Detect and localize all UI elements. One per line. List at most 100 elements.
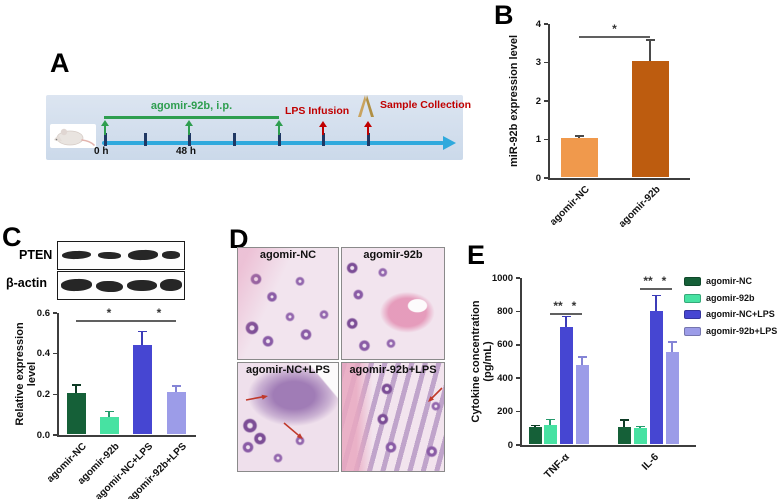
bar xyxy=(559,327,573,444)
forceps-icon xyxy=(354,91,378,119)
significance-bracket xyxy=(76,320,142,322)
error-bar-cap xyxy=(171,385,181,387)
y-tick xyxy=(53,312,57,314)
beta-actin-blot xyxy=(57,271,185,300)
y-axis xyxy=(57,313,59,435)
y-tick xyxy=(516,377,520,379)
mir92b-expression-chart: 0 1 2 3 4 miR-92b expression level agomir-NC ag… xyxy=(500,8,778,240)
bar xyxy=(575,365,589,444)
blot-band xyxy=(127,249,159,261)
error-bar-whisker xyxy=(581,357,583,366)
y-tick-label: 0.4 xyxy=(36,348,50,360)
error-bar-whisker xyxy=(549,419,551,425)
histology-image-agomir-92b-lps: agomir-92b+LPS xyxy=(341,362,445,472)
y-tick-label: 0 xyxy=(507,439,513,451)
experiment-timeline-box: agomir-92b, i.p. 0 h 48 h LPS Infusion S… xyxy=(46,95,471,160)
time-label-0h: 0 h xyxy=(94,146,109,157)
significance-bracket xyxy=(566,313,582,315)
treatment-span-bracket xyxy=(104,116,279,119)
significance-label: ** xyxy=(553,299,563,313)
y-tick xyxy=(544,138,548,141)
error-bar-whisker xyxy=(141,331,143,345)
tile-title: agomir-NC+LPS xyxy=(245,364,331,376)
bar xyxy=(166,392,186,434)
timeline-tick xyxy=(188,133,191,146)
bar xyxy=(528,427,542,444)
error-bar-whisker xyxy=(578,136,580,138)
error-bar-whisker xyxy=(655,295,657,311)
injection-arrow-icon xyxy=(275,120,284,135)
bar xyxy=(560,137,598,177)
histology-image-agomir-nc-lps: agomir-NC+LPS xyxy=(237,362,339,472)
legend-label: agomir-92b xyxy=(706,292,755,303)
y-axis xyxy=(520,278,522,445)
timeline-tick xyxy=(278,133,281,146)
bar xyxy=(617,426,631,444)
legend-label: agomir-NC+LPS xyxy=(706,309,775,319)
error-bar-cap xyxy=(574,135,584,137)
error-bar-cap xyxy=(561,315,571,318)
histology-panel: agomir-NC agomir-92b agomir-NC+LPS agomi… xyxy=(237,247,445,472)
y-tick xyxy=(516,444,520,446)
time-label-48h: 48 h xyxy=(176,146,197,157)
sample-arrow-icon xyxy=(364,121,373,135)
y-tick-label: 3 xyxy=(535,57,541,68)
panel-a-label: A xyxy=(50,48,70,78)
legend-swatch xyxy=(684,326,701,336)
error-bar-cap xyxy=(137,330,147,333)
y-tick-label: 600 xyxy=(497,339,513,351)
significance-label: * xyxy=(106,306,112,320)
error-bar-whisker xyxy=(623,419,625,427)
error-bar-whisker xyxy=(108,411,110,417)
error-bar-whisker xyxy=(639,426,641,429)
tile-title: agomir-92b xyxy=(363,249,423,261)
tile-title: agomir-92b+LPS xyxy=(349,364,437,376)
bar xyxy=(543,424,557,444)
y-axis-title-line: Cytokine concentration xyxy=(470,300,482,423)
tile-title: agomir-NC xyxy=(259,249,317,261)
bar xyxy=(665,352,679,444)
x-tick-label: agomir-92b+LPS xyxy=(124,441,189,499)
legend-label: agomir-NC xyxy=(706,276,753,286)
y-tick-label: 0.6 xyxy=(36,307,50,319)
error-bar-whisker xyxy=(671,341,673,353)
bar xyxy=(633,428,647,444)
y-tick xyxy=(544,100,548,102)
error-bar-cap xyxy=(104,410,114,413)
error-bar-whisker xyxy=(175,386,177,393)
y-tick-label: 400 xyxy=(497,372,513,384)
y-axis-title-line: Relative expression level xyxy=(14,322,38,426)
y-tick-label: 200 xyxy=(497,406,513,418)
x-tick-label: IL-6 xyxy=(639,451,662,473)
cytokine-concentration-chart: 0 200 400 600 800 1000 Cytokine concentration(… xyxy=(468,245,780,499)
panel-d-label: D xyxy=(229,224,249,254)
y-tick-label: 0.0 xyxy=(36,429,50,441)
injection-arrow-icon xyxy=(185,120,194,135)
legend-label: agomir-92b+LPS xyxy=(706,325,778,336)
y-tick-label: 800 xyxy=(497,305,513,317)
x-axis xyxy=(57,435,196,437)
timeline-tick xyxy=(144,133,147,146)
bar xyxy=(99,416,119,434)
blot-band xyxy=(60,278,93,292)
significance-bracket xyxy=(142,320,176,322)
error-bar-whisker xyxy=(75,385,77,394)
y-tick xyxy=(53,434,57,436)
error-bar-whisker xyxy=(649,40,651,61)
error-bar-cap xyxy=(545,418,555,421)
significance-label: * xyxy=(571,299,577,313)
panel-b-label: B xyxy=(494,0,514,30)
error-bar-cap xyxy=(651,294,661,297)
timeline-tick xyxy=(322,133,325,146)
bar xyxy=(631,60,669,177)
error-bar-cap xyxy=(619,419,629,421)
lps-arrow-icon xyxy=(319,121,328,135)
significance-bracket xyxy=(579,36,650,38)
blot-band xyxy=(97,251,122,259)
pten-label: PTEN xyxy=(19,248,53,262)
beta-actin-label: β-actin xyxy=(6,276,47,290)
x-tick-label: agomir-92b xyxy=(616,184,663,230)
y-tick xyxy=(516,310,520,313)
pten-expression-chart: 0.0 0.2 0.4 0.6 Relative expression level ago… xyxy=(10,305,238,499)
